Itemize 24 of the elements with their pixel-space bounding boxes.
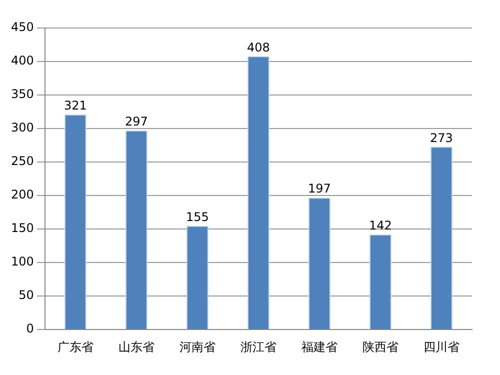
x-tick-label: 山东省	[118, 340, 154, 354]
y-tick-label: 150	[11, 221, 34, 236]
data-label: 142	[369, 218, 392, 233]
y-tick-label: 350	[11, 87, 34, 102]
x-tick-label: 四川省	[423, 340, 460, 354]
y-tick-label: 100	[11, 254, 34, 269]
data-label: 321	[64, 98, 87, 113]
data-label: 408	[247, 40, 270, 54]
data-label: 155	[186, 210, 209, 224]
data-label: 297	[124, 114, 148, 129]
y-tick-label: 450	[11, 20, 34, 34]
y-tick-label: 200	[11, 188, 34, 202]
y-tick-label: 400	[11, 54, 34, 68]
x-tick-label: 福建省	[301, 340, 338, 354]
x-tick-label: 广东省	[57, 340, 94, 354]
data-label: 273	[430, 130, 453, 145]
y-tick-label: 0	[26, 322, 34, 336]
x-tick-label: 浙江省	[240, 340, 276, 354]
x-tick-label: 河南省	[179, 340, 216, 354]
x-tick-label: 陕西省	[362, 340, 398, 354]
y-tick-label: 250	[11, 154, 34, 168]
y-tick-label: 50	[18, 288, 34, 302]
data-label: 197	[308, 182, 331, 196]
y-tick-label: 300	[11, 120, 34, 135]
